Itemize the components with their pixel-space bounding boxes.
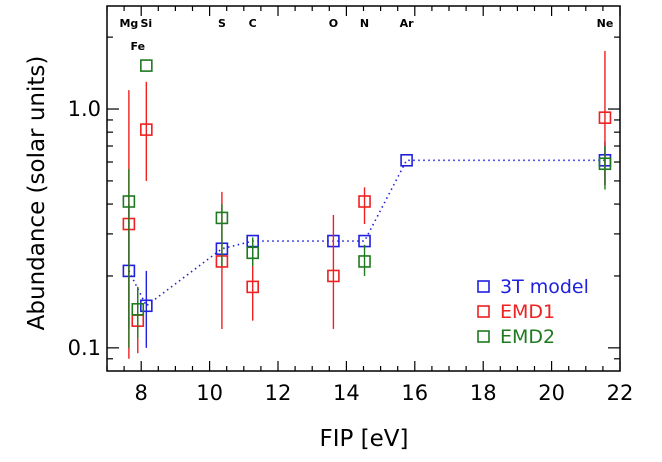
y-tick-label: 1.0	[68, 97, 101, 121]
data-point	[140, 59, 153, 72]
series	[122, 59, 612, 348]
element-label: Mg	[119, 17, 138, 30]
element-label: Ne	[597, 17, 614, 30]
element-label: S	[218, 17, 226, 30]
data-point	[400, 153, 413, 167]
legend-swatch	[477, 280, 490, 293]
x-tick-label: 20	[538, 381, 565, 405]
data-point	[327, 269, 340, 283]
y-axis-title: Abundance (solar units)	[24, 56, 50, 331]
x-tick-label: 14	[333, 381, 360, 405]
legend-swatch	[477, 305, 490, 318]
data-point	[598, 111, 612, 124]
element-label: Ar	[400, 17, 415, 30]
element-label: C	[249, 17, 257, 30]
data-point	[131, 303, 145, 316]
legend-label: EMD1	[500, 301, 555, 323]
x-tick-label: 16	[401, 381, 428, 405]
data-point	[215, 211, 229, 225]
series-line	[128, 159, 605, 308]
x-tick-label: 18	[470, 381, 497, 405]
data-point	[140, 299, 153, 313]
x-axis-title: FIP [eV]	[319, 426, 408, 452]
data-point	[140, 123, 153, 136]
data-point	[122, 195, 136, 208]
legend-label: 3T model	[500, 276, 589, 298]
legend-label: EMD2	[500, 326, 555, 348]
element-label: Si	[140, 17, 152, 30]
x-tick-label: 12	[265, 381, 292, 405]
x-tick-label: 8	[135, 381, 148, 405]
x-tick-label: 10	[196, 381, 223, 405]
element-label: Fe	[131, 40, 146, 53]
data-point	[246, 246, 259, 260]
data-point	[358, 255, 371, 268]
legend-swatch	[477, 330, 490, 343]
data-point	[598, 157, 612, 171]
y-tick-label: 0.1	[68, 336, 101, 360]
element-label: N	[360, 17, 369, 30]
data-point	[246, 280, 259, 294]
data-point	[358, 195, 371, 208]
x-tick-label: 22	[607, 381, 634, 405]
element-label: O	[329, 17, 338, 30]
